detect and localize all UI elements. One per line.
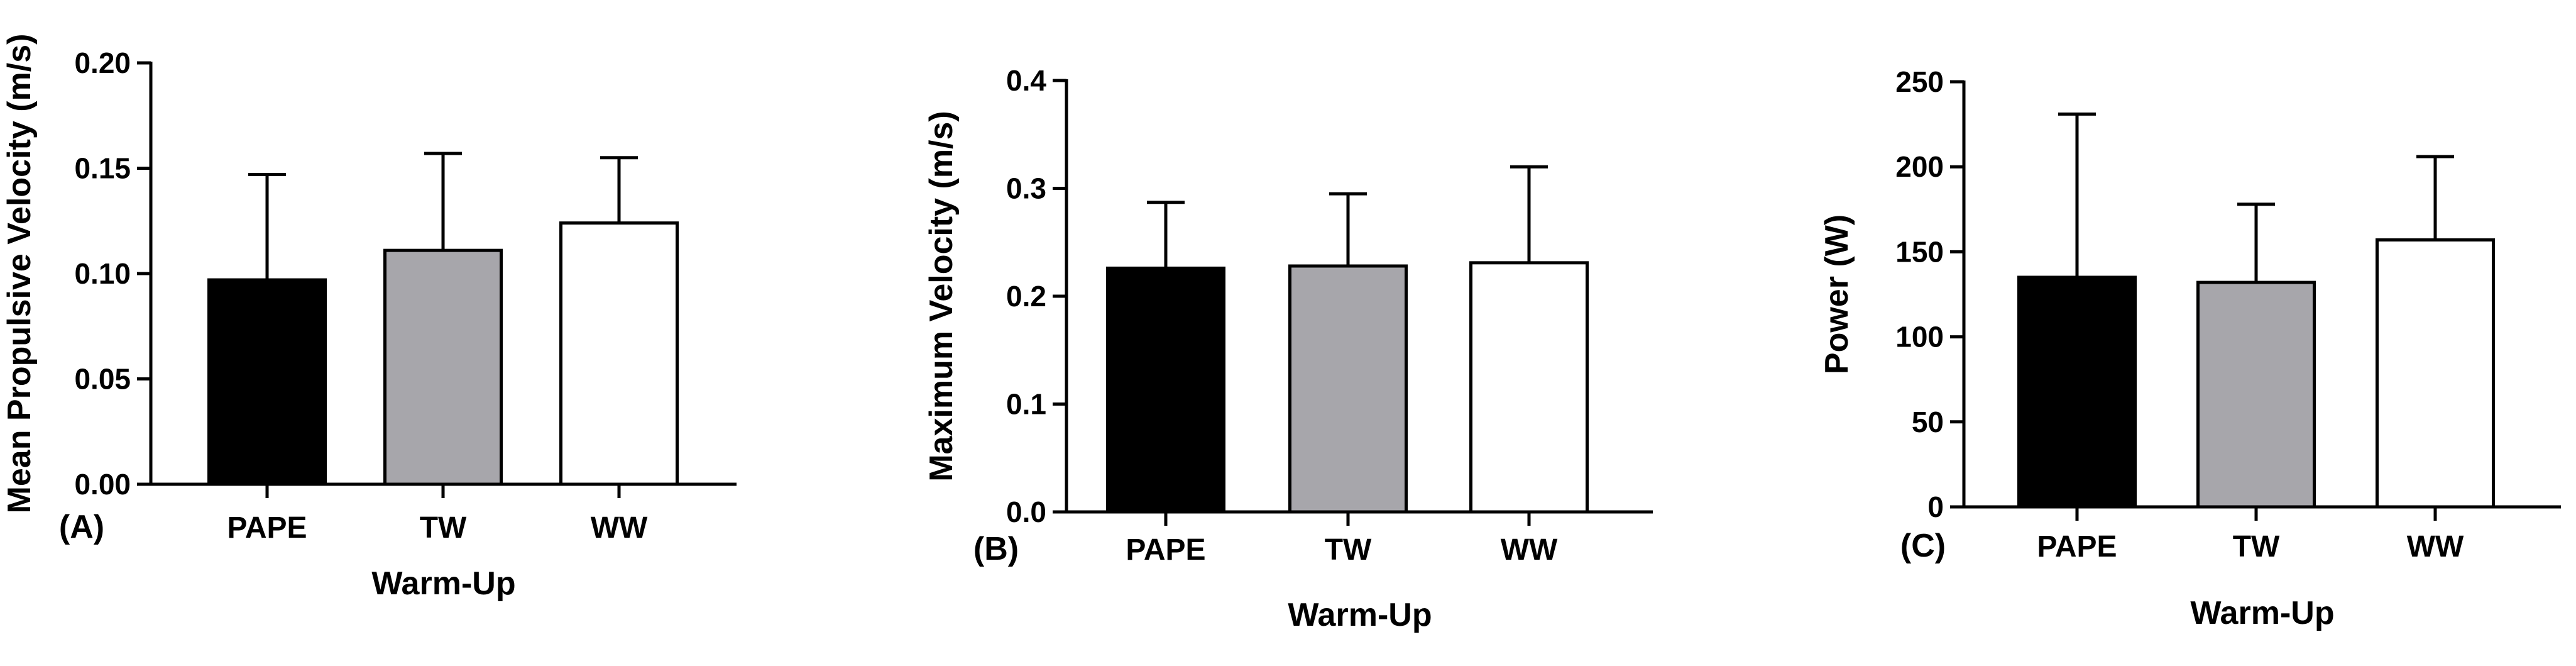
y-tick-label: 0.2 bbox=[1006, 280, 1046, 313]
panel-label: (C) bbox=[1900, 528, 1946, 564]
x-axis-title: Warm-Up bbox=[1288, 597, 1432, 633]
x-category-label: PAPE bbox=[227, 511, 307, 545]
chart-panel-a: 0.00 0.05 0.10 0.15 0.20 PAPE TW WW (A) Warm-Up Me… bbox=[1, 34, 737, 602]
y-tick-label: 0.1 bbox=[1006, 388, 1046, 421]
y-axis-title: Power (W) bbox=[1819, 214, 1855, 374]
panel-label: (A) bbox=[59, 509, 104, 545]
x-category-label: WW bbox=[1501, 533, 1558, 567]
x-category-label: WW bbox=[2407, 530, 2464, 563]
y-tick-label: 150 bbox=[1895, 235, 1944, 268]
y-tick-label: 0.4 bbox=[1006, 64, 1046, 97]
y-tick-label: 200 bbox=[1895, 150, 1944, 183]
x-category-label: TW bbox=[2233, 530, 2280, 563]
chart-panel-c: 0 50 100 150 200 250 PAPE TW WW (C) Warm-Up Power (… bbox=[1819, 65, 2561, 631]
y-tick-label: 0.10 bbox=[74, 257, 131, 290]
y-tick-label: 250 bbox=[1895, 65, 1944, 98]
y-tick-label: 0.05 bbox=[74, 363, 131, 396]
x-axis-title: Warm-Up bbox=[371, 565, 515, 602]
bar-tw bbox=[383, 248, 503, 486]
y-tick-label: 0.0 bbox=[1006, 496, 1046, 528]
bar-ww bbox=[2376, 238, 2495, 509]
bar-pape bbox=[1106, 266, 1225, 514]
y-tick-label: 0.00 bbox=[74, 468, 131, 501]
x-category-label: WW bbox=[591, 511, 648, 545]
y-axis-title: Mean Propulsive Velocity (m/s) bbox=[1, 34, 38, 514]
y-tick-label: 0.3 bbox=[1006, 172, 1046, 205]
bar-pape bbox=[207, 278, 327, 486]
bar-pape bbox=[2017, 275, 2137, 509]
bar-tw bbox=[1288, 264, 1408, 514]
x-axis-title: Warm-Up bbox=[2190, 595, 2334, 631]
y-tick-label: 0.20 bbox=[74, 47, 131, 79]
x-category-label: TW bbox=[420, 511, 467, 545]
y-tick-label: 0.15 bbox=[74, 152, 131, 185]
bar-ww bbox=[559, 221, 679, 486]
bar-tw bbox=[2196, 280, 2316, 509]
chart-panel-b: 0.0 0.1 0.2 0.3 0.4 PAPE TW WW (B) Warm-Up Maximum… bbox=[923, 64, 1653, 633]
x-category-label: PAPE bbox=[2037, 530, 2117, 563]
y-tick-label: 100 bbox=[1895, 321, 1944, 353]
y-tick-label: 0 bbox=[1927, 491, 1944, 523]
y-tick-label: 50 bbox=[1912, 406, 1944, 438]
bar-ww bbox=[1469, 261, 1589, 514]
x-category-label: TW bbox=[1325, 533, 1372, 567]
panel-label: (B) bbox=[973, 531, 1019, 567]
y-axis-title: Maximum Velocity (m/s) bbox=[923, 111, 960, 482]
x-category-label: PAPE bbox=[1126, 533, 1205, 567]
